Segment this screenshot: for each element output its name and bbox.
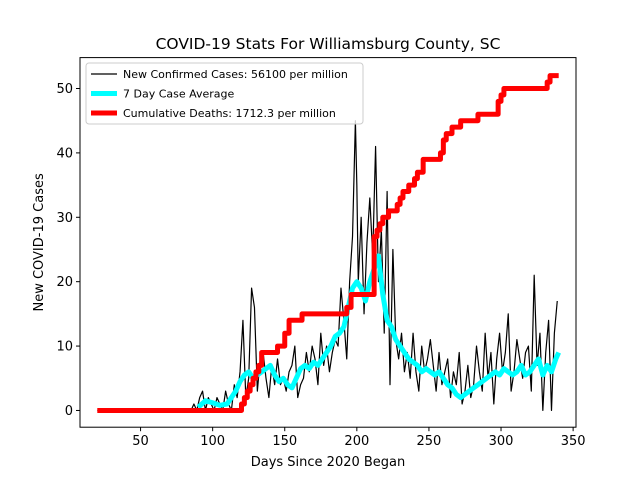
x-tick-label: 300 [489, 434, 514, 449]
legend-label: Cumulative Deaths: 1712.3 per million [123, 107, 336, 120]
x-tick-label: 350 [561, 434, 586, 449]
y-axis-ticks: 0 10 20 30 40 50 [56, 82, 80, 419]
legend-label: New Confirmed Cases: 56100 per million [123, 68, 348, 81]
series-line-2 [196, 253, 561, 410]
legend: New Confirmed Cases: 56100 per million 7 … [85, 62, 364, 125]
y-tick-label: 30 [56, 211, 73, 226]
x-tick-label: 100 [200, 434, 225, 449]
legend-label: 7 Day Case Average [123, 88, 235, 101]
plot-frame [79, 57, 577, 428]
y-tick-label: 20 [56, 275, 73, 290]
legend-box [85, 62, 364, 125]
y-axis-label: New COVID-19 Cases [32, 173, 47, 311]
x-axis-ticks: 50 100 150 200 250 300 350 [132, 427, 586, 449]
chart-title: COVID-19 Stats For Williamsburg County, … [156, 35, 501, 53]
series-line-3 [97, 73, 559, 413]
y-tick-label: 10 [56, 340, 73, 355]
y-tick-label: 50 [56, 82, 73, 97]
y-tick-label: 0 [65, 404, 73, 419]
x-tick-label: 50 [132, 434, 149, 449]
series-layer [97, 73, 561, 413]
x-tick-label: 200 [344, 434, 369, 449]
x-tick-label: 150 [272, 434, 297, 449]
x-axis-label: Days Since 2020 Began [251, 455, 406, 470]
x-tick-label: 250 [417, 434, 442, 449]
y-tick-label: 40 [56, 146, 73, 161]
